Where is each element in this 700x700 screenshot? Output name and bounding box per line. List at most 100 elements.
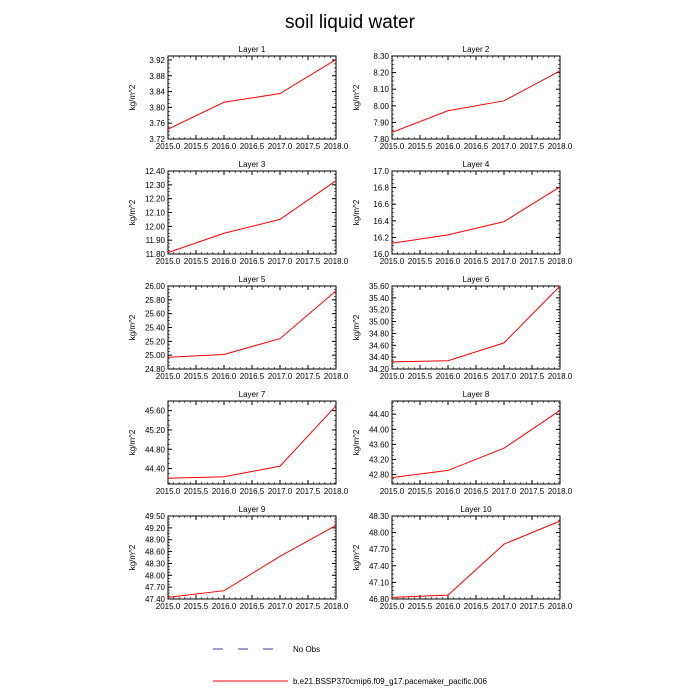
x-tick-label: 2015.0 — [156, 142, 181, 151]
legend-label-model: b.e21.BSSP370cmip6.f09_g17.pacemaker_pac… — [293, 677, 487, 686]
x-tick-label: 2017.5 — [296, 602, 321, 611]
x-tick-label: 2017.0 — [492, 602, 517, 611]
panel-title: Layer 1 — [239, 45, 266, 54]
y-axis-label: kg/m^2 — [352, 544, 361, 570]
x-tick-label: 2018.0 — [324, 602, 349, 611]
y-tick-label: 47.70 — [369, 545, 390, 554]
series-line — [167, 59, 337, 130]
x-tick-label: 2015.0 — [156, 257, 181, 266]
y-tick-label: 44.00 — [369, 425, 390, 434]
y-tick-label: 48.00 — [369, 529, 390, 538]
y-tick-label: 48.90 — [145, 536, 166, 545]
plot-frame — [167, 285, 337, 370]
plot-frame — [391, 170, 561, 255]
x-tick-label: 2016.0 — [436, 257, 461, 266]
x-tick-label: 2017.0 — [492, 372, 517, 381]
x-tick-label: 2015.5 — [184, 142, 209, 151]
panel-title: Layer 2 — [463, 45, 490, 54]
y-tick-label: 25.80 — [145, 296, 166, 305]
x-tick-label: 2018.0 — [548, 142, 573, 151]
x-tick-label: 2018.0 — [548, 487, 573, 496]
x-tick-label: 2015.5 — [184, 487, 209, 496]
y-tick-label: 3.72 — [149, 135, 165, 144]
y-tick-label: 48.30 — [369, 512, 390, 521]
y-tick-label: 45.60 — [145, 407, 166, 416]
y-axis-label: kg/m^2 — [128, 84, 137, 110]
x-tick-label: 2017.5 — [296, 372, 321, 381]
x-tick-label: 2016.5 — [240, 142, 265, 151]
y-tick-label: 24.80 — [145, 365, 166, 374]
plot-frame — [391, 55, 561, 140]
x-tick-label: 2015.0 — [380, 487, 405, 496]
y-tick-label: 3.84 — [149, 88, 165, 97]
x-tick-label: 2015.0 — [156, 487, 181, 496]
plot-frame — [391, 515, 561, 600]
y-tick-label: 16.4 — [373, 217, 389, 226]
y-tick-label: 49.20 — [145, 524, 166, 533]
x-tick-label: 2018.0 — [548, 372, 573, 381]
x-tick-label: 2016.5 — [240, 602, 265, 611]
y-tick-label: 42.80 — [369, 471, 390, 480]
x-tick-label: 2016.5 — [464, 142, 489, 151]
y-tick-label: 34.80 — [369, 329, 390, 338]
plot-frame — [391, 400, 561, 485]
x-tick-label: 2016.0 — [436, 487, 461, 496]
panel-title: Layer 9 — [239, 505, 266, 514]
y-tick-label: 47.70 — [145, 583, 166, 592]
x-tick-label: 2017.0 — [492, 257, 517, 266]
y-tick-label: 44.80 — [145, 445, 166, 454]
y-tick-label: 8.30 — [373, 52, 389, 61]
y-tick-label: 12.30 — [145, 181, 166, 190]
y-tick-label: 47.40 — [145, 595, 166, 604]
x-tick-label: 2015.5 — [184, 602, 209, 611]
x-tick-label: 2015.0 — [156, 372, 181, 381]
x-tick-label: 2017.0 — [268, 142, 293, 151]
x-tick-label: 2017.5 — [520, 602, 545, 611]
x-tick-label: 2016.0 — [212, 257, 237, 266]
y-tick-label: 48.60 — [145, 548, 166, 557]
x-tick-label: 2017.0 — [492, 487, 517, 496]
x-tick-label: 2015.0 — [380, 602, 405, 611]
legend: No Obs b.e21.BSSP370cmip6.f09_g17.pacema… — [213, 645, 487, 686]
x-tick-label: 2017.5 — [520, 487, 545, 496]
x-tick-label: 2016.5 — [464, 372, 489, 381]
x-tick-label: 2016.0 — [212, 602, 237, 611]
y-tick-label: 17.0 — [373, 167, 389, 176]
series-line — [391, 410, 561, 479]
y-tick-label: 43.20 — [369, 455, 390, 464]
y-tick-label: 11.80 — [146, 250, 166, 259]
panel-title: Layer 10 — [460, 505, 492, 514]
y-tick-label: 35.40 — [369, 294, 390, 303]
series-line — [167, 405, 337, 479]
x-tick-label: 2016.0 — [436, 142, 461, 151]
x-tick-label: 2016.0 — [436, 372, 461, 381]
x-tick-label: 2015.5 — [408, 257, 433, 266]
y-tick-label: 49.50 — [145, 512, 166, 521]
y-tick-label: 16.8 — [373, 184, 389, 193]
y-tick-label: 7.90 — [373, 118, 389, 127]
y-tick-label: 35.00 — [369, 318, 390, 327]
y-axis-label: kg/m^2 — [352, 84, 361, 110]
x-tick-label: 2017.5 — [296, 487, 321, 496]
x-tick-label: 2017.0 — [268, 372, 293, 381]
y-tick-label: 8.00 — [373, 102, 389, 111]
plot-frame — [391, 285, 561, 370]
y-axis-label: kg/m^2 — [352, 314, 361, 340]
plot-frame — [167, 515, 337, 600]
y-tick-label: 34.40 — [369, 353, 390, 362]
y-axis-label: kg/m^2 — [128, 544, 137, 570]
x-tick-label: 2018.0 — [548, 602, 573, 611]
panel-title: Layer 3 — [239, 160, 266, 169]
y-tick-label: 35.20 — [369, 306, 390, 315]
y-tick-label: 46.80 — [369, 595, 390, 604]
series-line — [391, 186, 561, 244]
x-tick-label: 2016.5 — [240, 257, 265, 266]
y-tick-label: 16.0 — [373, 250, 389, 259]
x-tick-label: 2017.0 — [268, 257, 293, 266]
